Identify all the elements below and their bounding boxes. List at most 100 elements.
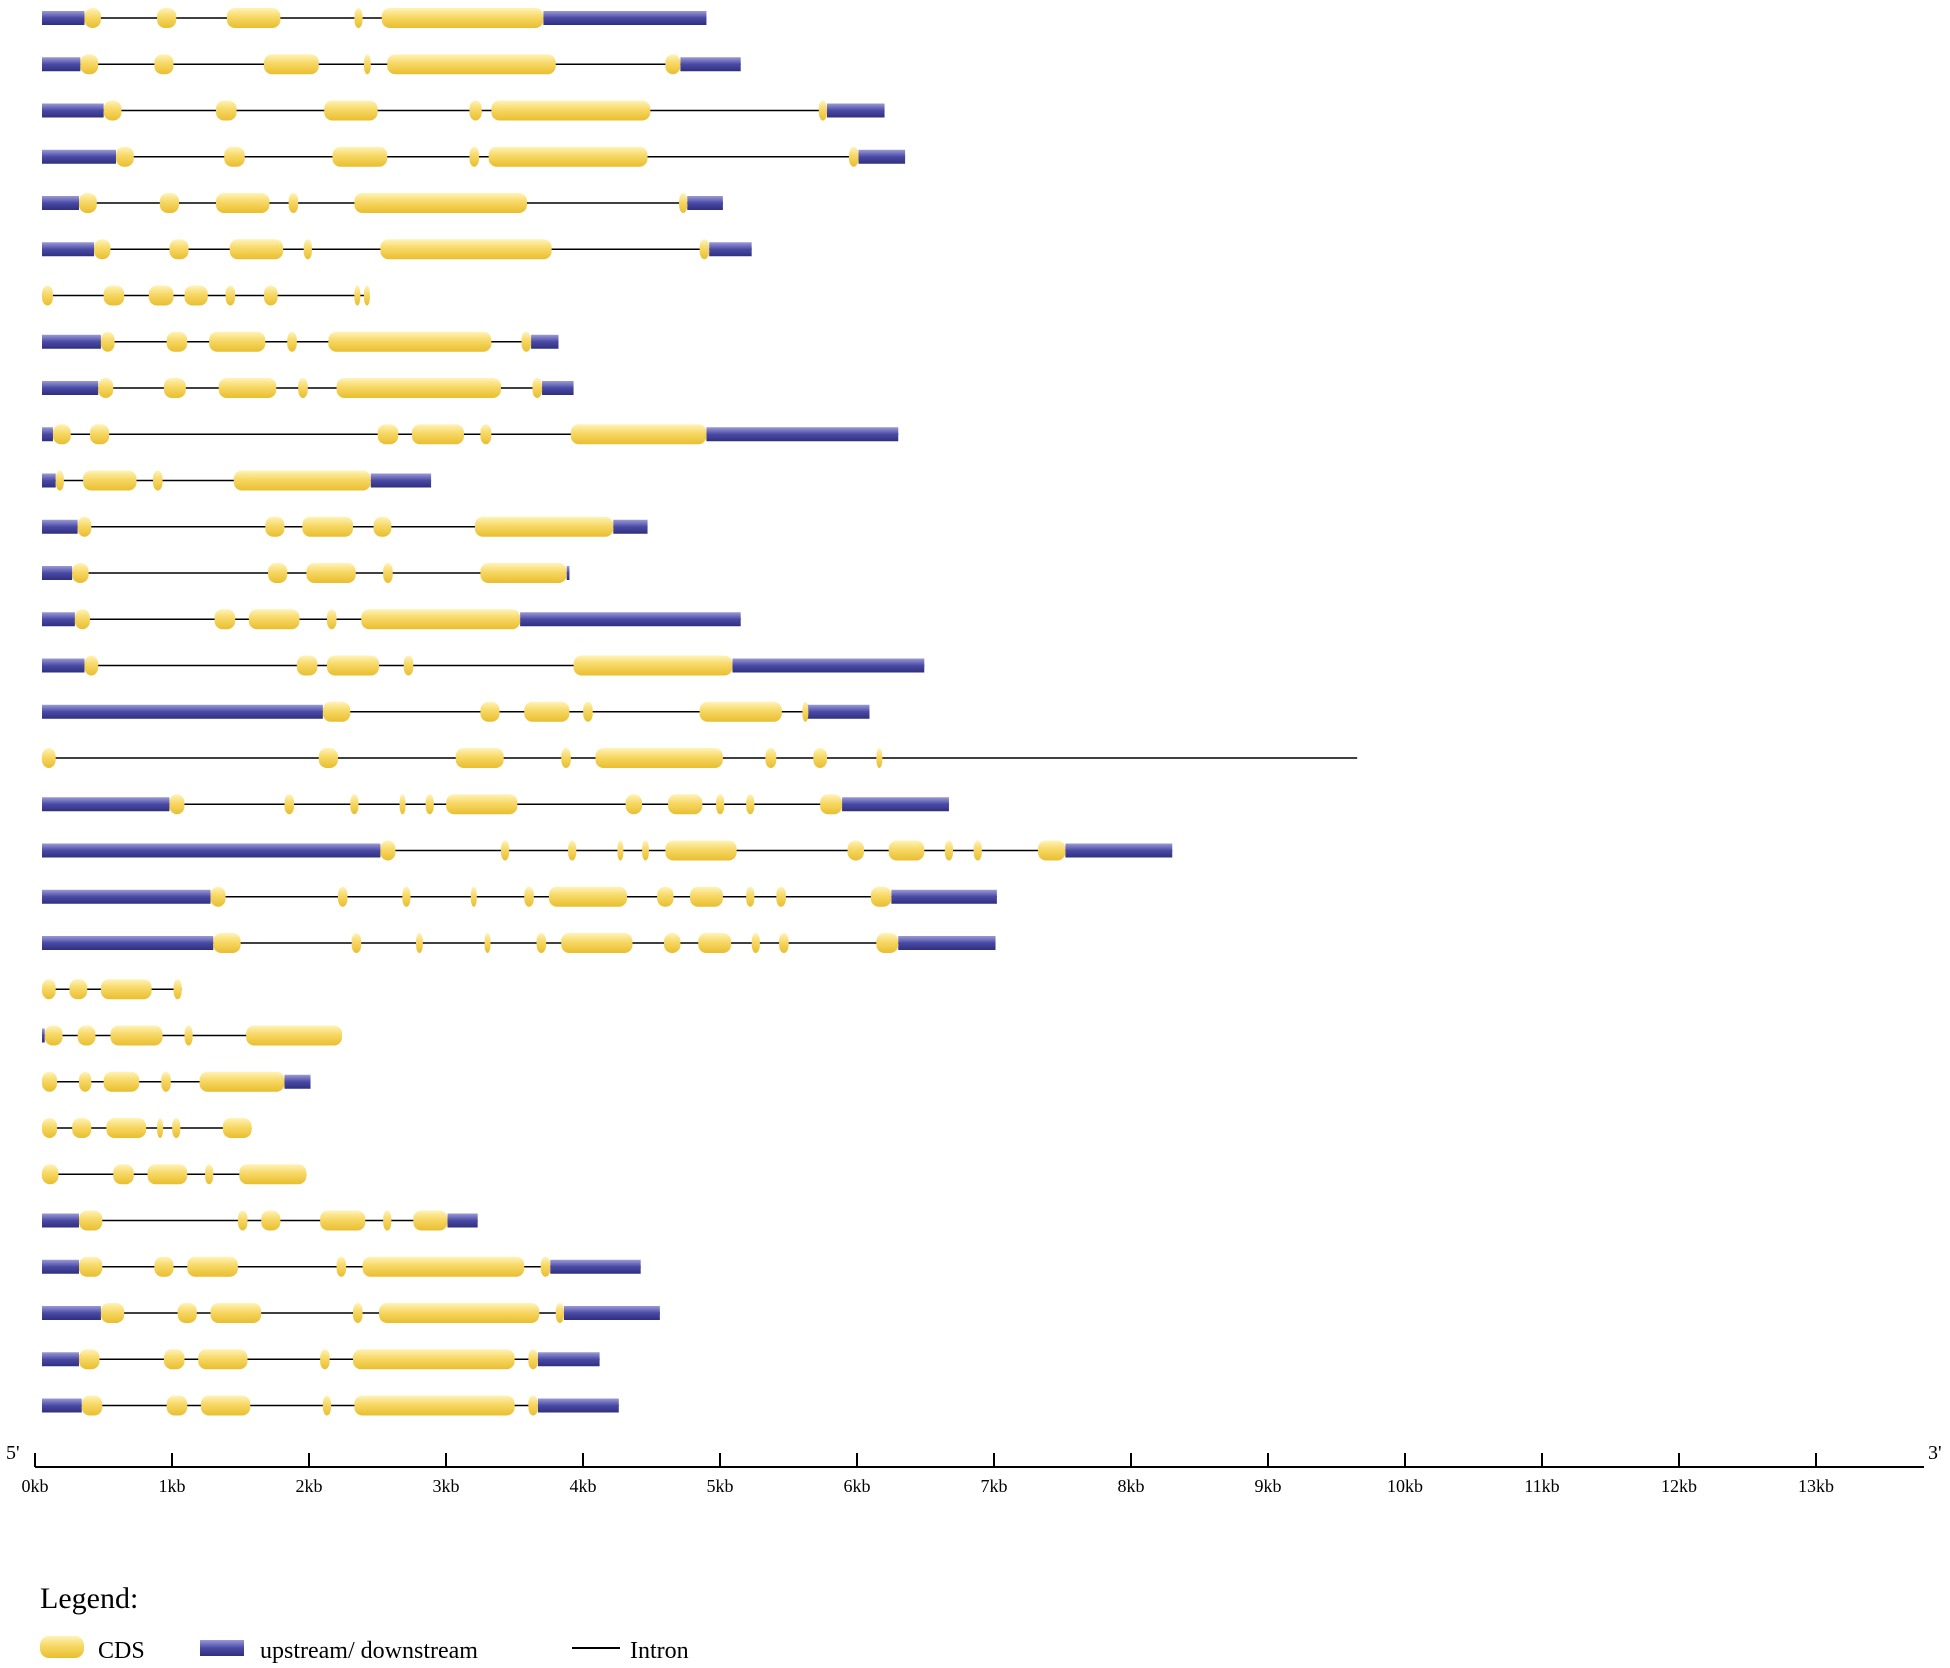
gene-row [42, 100, 885, 121]
utr-segment [680, 57, 741, 72]
cds-segment [354, 193, 527, 213]
cds-segment [200, 1395, 251, 1416]
cds-segment [411, 424, 464, 445]
cds-segment [813, 748, 828, 768]
cds-segment [229, 239, 284, 260]
utr-segment [42, 519, 78, 534]
cds-segment [147, 1164, 188, 1185]
cds-segment [352, 1303, 363, 1323]
cds-segment [779, 933, 789, 953]
cds-segment [152, 470, 163, 491]
cds-segment [115, 146, 134, 167]
cds-segment [480, 563, 567, 583]
legend-cds-swatch [40, 1636, 84, 1658]
axis-tick-label: 9kb [1255, 1476, 1282, 1496]
cds-segment [336, 378, 501, 398]
utr-segment [42, 704, 323, 719]
cds-segment [226, 8, 281, 28]
cds-segment [263, 54, 319, 75]
utr-segment [858, 149, 906, 164]
cds-segment [455, 748, 504, 768]
cds-segment [528, 1349, 538, 1370]
gene-row [42, 1303, 660, 1323]
cds-segment [320, 1349, 330, 1370]
utr-segment [550, 1259, 641, 1274]
cds-segment [573, 655, 733, 676]
cds-segment [944, 840, 954, 861]
cds-segment [81, 1395, 103, 1416]
utr-segment [42, 797, 170, 812]
axis-tick-label: 3kb [433, 1476, 460, 1496]
cds-segment [354, 285, 361, 306]
cds-segment [524, 701, 570, 722]
three-prime-label: 3' [1928, 1442, 1942, 1464]
gene-row [42, 748, 1358, 768]
cds-segment [84, 8, 101, 28]
gene-row [42, 701, 870, 722]
axis-tick-label: 8kb [1118, 1476, 1145, 1496]
gene-row [42, 609, 741, 630]
cds-segment [100, 979, 152, 1000]
cds-segment [184, 1025, 193, 1046]
gene-row [42, 655, 925, 676]
utr-segment [709, 242, 752, 257]
cds-segment [44, 1025, 63, 1046]
cds-segment [521, 331, 532, 352]
cds-segment [876, 933, 899, 953]
cds-segment [106, 1118, 147, 1138]
gene-row [42, 378, 574, 398]
utr-segment [42, 196, 79, 210]
cds-segment [320, 1210, 366, 1231]
legend-title: Legend: [40, 1582, 138, 1615]
cds-segment [169, 794, 185, 815]
cds-segment [818, 100, 828, 121]
cds-segment [172, 1118, 181, 1138]
utr-segment [447, 1213, 478, 1228]
axis-tick-label: 5kb [707, 1476, 734, 1496]
cds-segment [488, 146, 648, 167]
utr-segment [613, 519, 648, 534]
cds-segment [199, 1071, 285, 1092]
axis-tick-label: 2kb [296, 1476, 323, 1496]
gene-tracks [42, 8, 1358, 1416]
gene-row [42, 886, 997, 907]
cds-segment [403, 655, 414, 676]
cds-segment [157, 1118, 164, 1138]
utr-segment [42, 427, 53, 442]
cds-segment [746, 886, 755, 907]
cds-segment [322, 701, 351, 722]
cds-segment [484, 933, 491, 953]
cds-segment [296, 655, 318, 676]
cds-segment [377, 424, 399, 445]
cds-segment [716, 794, 725, 815]
cds-segment [765, 748, 777, 768]
cds-segment [363, 285, 370, 306]
cds-segment [617, 840, 624, 861]
utr-segment [42, 334, 101, 349]
gene-row [42, 840, 1173, 861]
cds-segment [354, 1395, 515, 1416]
cds-segment [83, 470, 137, 491]
cds-segment [84, 655, 99, 676]
utr-segment [42, 1259, 79, 1274]
cds-segment [699, 239, 710, 260]
cds-segment [820, 794, 843, 815]
utr-segment [42, 612, 75, 627]
cds-segment [161, 1071, 171, 1092]
cds-segment [169, 239, 189, 260]
utr-segment [563, 1306, 660, 1320]
cds-segment [80, 54, 99, 75]
cds-segment [848, 146, 859, 167]
cds-segment [326, 655, 380, 676]
cds-segment [1037, 840, 1066, 861]
cds-segment [52, 424, 71, 445]
utr-segment [42, 57, 81, 72]
axis-tick-label: 12kb [1661, 1476, 1697, 1496]
cds-segment [113, 1164, 134, 1185]
cds-segment [261, 1210, 281, 1231]
cds-segment [361, 609, 521, 630]
cds-segment [870, 886, 892, 907]
cds-segment [159, 193, 179, 213]
axis-tick-label: 10kb [1387, 1476, 1423, 1496]
gene-row [42, 1071, 311, 1092]
